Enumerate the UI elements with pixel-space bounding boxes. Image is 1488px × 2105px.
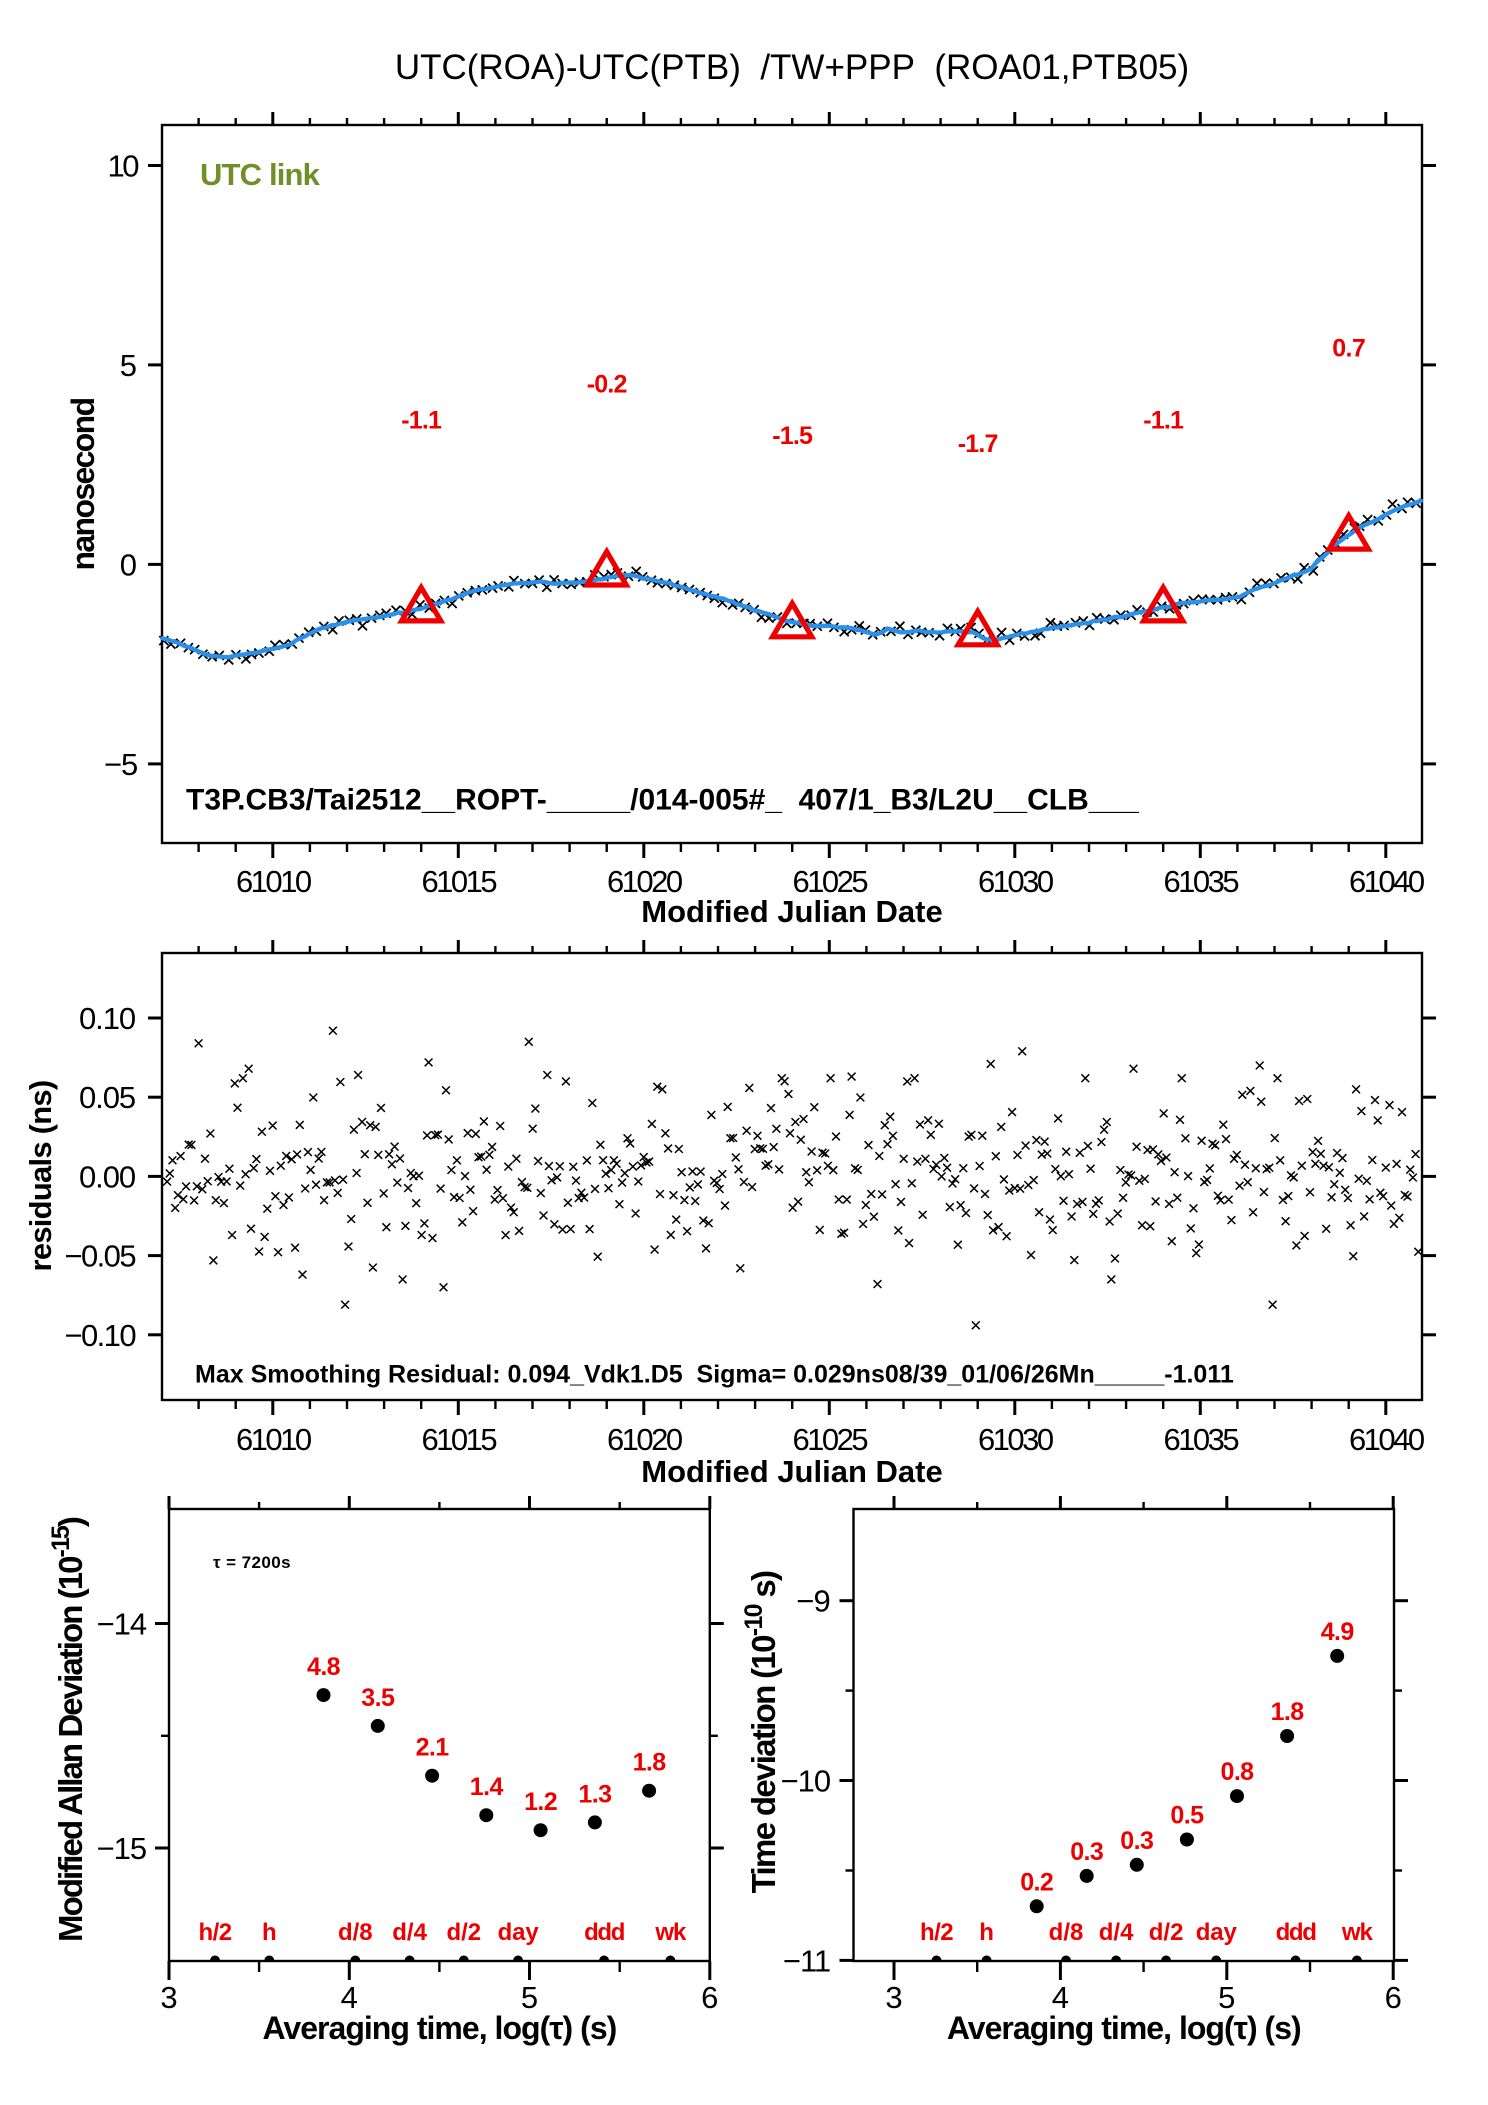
svg-text:d/8: d/8 [1049, 1919, 1084, 1946]
svg-text:0.05: 0.05 [79, 1080, 135, 1115]
svg-text:UTC(ROA)-UTC(PTB) /TW+PPP (R: UTC(ROA)-UTC(PTB) /TW+PPP (ROA01,PTB05) [395, 48, 1189, 87]
svg-text:3.5: 3.5 [361, 1684, 395, 1712]
svg-text:4.8: 4.8 [307, 1653, 341, 1681]
svg-text:day: day [1196, 1919, 1238, 1946]
svg-text:0.3: 0.3 [1070, 1838, 1103, 1866]
svg-text:0: 0 [120, 547, 137, 582]
svg-text:Time deviation (10-10 s): Time deviation (10-10 s) [740, 1571, 782, 1893]
svg-text:3: 3 [160, 1980, 177, 2015]
svg-text:−11: −11 [783, 1943, 830, 1978]
svg-text:Modified Julian Date: Modified Julian Date [641, 1454, 942, 1489]
svg-text:h/2: h/2 [920, 1919, 953, 1946]
svg-text:d/2: d/2 [1149, 1919, 1184, 1946]
svg-text:Max Smoothing Residual: 0.094_: Max Smoothing Residual: 0.094_Vdk1.D5 Si… [195, 1361, 1234, 1389]
svg-text:-1.1: -1.1 [1143, 406, 1184, 434]
svg-text:Modified Julian Date: Modified Julian Date [641, 894, 942, 929]
svg-text:6: 6 [1385, 1980, 1402, 2015]
svg-text:61025: 61025 [792, 864, 867, 899]
svg-text:61020: 61020 [607, 864, 683, 899]
svg-text:61010: 61010 [236, 864, 312, 899]
svg-text:−10: −10 [781, 1764, 831, 1799]
svg-text:−15: −15 [97, 1831, 146, 1866]
svg-text:-1.5: -1.5 [772, 422, 813, 450]
svg-text:τ = 7200s: τ = 7200s [213, 1553, 291, 1572]
svg-text:61030: 61030 [978, 864, 1054, 899]
svg-text:4: 4 [341, 1980, 358, 2015]
svg-text:1.8: 1.8 [1271, 1698, 1305, 1726]
svg-text:d/4: d/4 [1099, 1919, 1134, 1946]
svg-text:d/8: d/8 [338, 1919, 373, 1946]
svg-text:-1.7: -1.7 [958, 430, 998, 458]
svg-text:d/2: d/2 [446, 1919, 481, 1946]
svg-text:wk: wk [654, 1919, 687, 1946]
svg-text:ddd: ddd [584, 1919, 625, 1946]
svg-text:0.8: 0.8 [1221, 1758, 1255, 1786]
svg-text:-0.2: -0.2 [587, 370, 627, 398]
svg-text:1.3: 1.3 [578, 1780, 611, 1808]
svg-text:3: 3 [885, 1980, 902, 2015]
svg-text:61015: 61015 [421, 864, 496, 899]
svg-text:1.2: 1.2 [524, 1788, 557, 1816]
svg-text:61010: 61010 [236, 1422, 312, 1457]
svg-text:61025: 61025 [792, 1422, 867, 1457]
svg-text:61020: 61020 [607, 1422, 683, 1457]
svg-text:wk: wk [1341, 1919, 1374, 1946]
svg-text:4: 4 [1052, 1980, 1069, 2015]
svg-text:61030: 61030 [978, 1422, 1054, 1457]
svg-text:d/4: d/4 [392, 1919, 427, 1946]
svg-text:0.10: 0.10 [79, 1001, 136, 1036]
svg-text:Modified Allan Deviation (10-1: Modified Allan Deviation (10-15) [47, 1517, 89, 1942]
svg-text:residuals (ns): residuals (ns) [23, 1081, 58, 1272]
svg-text:0.00: 0.00 [79, 1159, 136, 1194]
svg-text:−0.10: −0.10 [64, 1318, 136, 1353]
svg-text:0.3: 0.3 [1120, 1827, 1153, 1855]
svg-text:61040: 61040 [1349, 864, 1425, 899]
svg-text:−0.05: −0.05 [64, 1239, 135, 1274]
svg-text:10: 10 [108, 149, 140, 184]
svg-text:ddd: ddd [1276, 1919, 1317, 1946]
svg-text:T3P.CB3/Tai2512__ROPT-_____/01: T3P.CB3/Tai2512__ROPT-_____/014-005#_ 40… [186, 784, 1139, 817]
svg-text:5: 5 [120, 348, 137, 383]
svg-text:6: 6 [701, 1980, 718, 2015]
svg-text:61035: 61035 [1163, 864, 1238, 899]
svg-text:−14: −14 [97, 1607, 147, 1642]
svg-text:2.1: 2.1 [416, 1734, 450, 1762]
svg-text:4.9: 4.9 [1321, 1618, 1354, 1646]
svg-text:UTC link: UTC link [200, 157, 321, 192]
svg-text:−9: −9 [796, 1584, 830, 1619]
svg-text:h: h [262, 1919, 277, 1946]
svg-text:−5: −5 [104, 747, 137, 782]
svg-text:-1.1: -1.1 [401, 406, 442, 434]
svg-text:0.7: 0.7 [1332, 335, 1365, 363]
svg-text:h: h [979, 1919, 994, 1946]
svg-text:5: 5 [521, 1980, 538, 2015]
svg-text:0.5: 0.5 [1170, 1802, 1204, 1830]
svg-text:Averaging time, log(τ) (s): Averaging time, log(τ) (s) [262, 2010, 616, 2046]
svg-text:61035: 61035 [1163, 1422, 1238, 1457]
svg-text:61015: 61015 [421, 1422, 496, 1457]
svg-text:1.8: 1.8 [633, 1749, 667, 1777]
svg-text:0.2: 0.2 [1020, 1868, 1053, 1896]
svg-text:nanosecond: nanosecond [65, 398, 101, 570]
svg-text:h/2: h/2 [199, 1919, 232, 1946]
svg-text:5: 5 [1218, 1980, 1235, 2015]
svg-text:61040: 61040 [1349, 1422, 1425, 1457]
svg-text:1.4: 1.4 [470, 1773, 504, 1801]
svg-text:day: day [498, 1919, 540, 1946]
svg-text:Averaging time, log(τ) (s): Averaging time, log(τ) (s) [947, 2010, 1301, 2046]
